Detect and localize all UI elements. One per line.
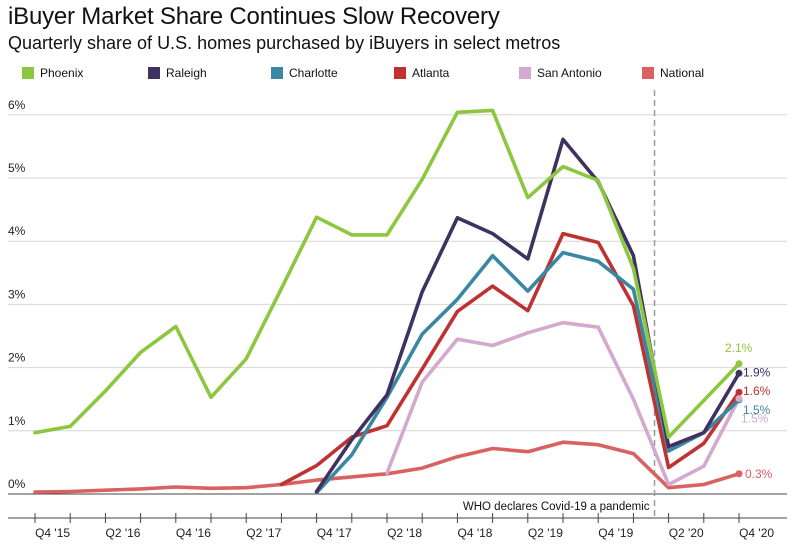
end-point-raleigh [735,369,743,377]
end-label-atlanta: 1.6% [743,384,771,398]
chart-subtitle: Quarterly share of U.S. homes purchased … [8,33,561,53]
series-line-national [33,440,741,494]
legend-item-san-antonio: San Antonio [519,66,602,80]
legend-item-charlotte: Charlotte [271,66,338,80]
series-line-raleigh [314,137,741,494]
legend-swatch-phoenix [22,67,34,79]
y-tick-label: 6% [8,98,26,112]
x-tick-label: Q2 '18 [387,526,422,540]
annotation-text: WHO declares Covid-19 a pandemic [463,501,650,513]
legend-item-national: National [642,66,704,80]
pandemic-annotation: WHO declares Covid-19 a pandemic [442,90,656,518]
legend-swatch-national [642,67,654,79]
x-tick-label: Q2 '19 [528,526,563,540]
series-line-san-antonio [385,320,741,487]
series-lines [33,108,741,495]
end-point-phoenix [735,360,743,368]
annotation-background [442,497,653,513]
y-tick-label: 4% [8,224,26,238]
legend-label-raleigh: Raleigh [166,66,207,80]
x-tick-label: Q4 '18 [458,526,493,540]
y-tick-label: 0% [8,477,26,491]
legend-label-national: National [660,66,705,80]
series-line-charlotte [314,250,741,495]
legend-item-atlanta: Atlanta [394,66,449,80]
legend-swatch-san-antonio [519,67,531,79]
x-axis: Q4 '15 Q2 '16 Q4 '16 Q2 '17 Q4 '17 Q2 '18 Q4 '… [8,513,787,540]
y-tick-label: 5% [8,161,26,175]
end-point-san-antonio [735,395,743,403]
end-label-national: 0.3% [745,467,773,481]
y-tick-label: 3% [8,287,26,301]
end-labels: 2.1% 1.9% 1.6% 1.5%1.5% 0.3% [725,341,773,481]
x-tick-label: Q2 '16 [106,526,141,540]
end-label-san-antonio: 1.5% [741,412,769,426]
end-label-raleigh: 1.9% [743,365,771,379]
x-tick-label: Q2 '20 [669,526,704,540]
series-line-phoenix [33,108,741,439]
legend-label-charlotte: Charlotte [289,66,338,80]
legend-swatch-raleigh [148,67,160,79]
y-tick-label: 2% [8,351,26,365]
x-tick-label: Q2 '17 [246,526,281,540]
x-tick-label: Q4 '16 [176,526,211,540]
legend-swatch-charlotte [271,67,283,79]
x-tick-label: Q4 '15 [35,526,70,540]
x-tick-label: Q4 '20 [739,526,774,540]
end-label-charlotte: 1.5% [743,403,771,417]
y-tick-label: 1% [8,414,26,428]
legend-label-phoenix: Phoenix [40,66,84,80]
y-axis-ticks: 0% 1% 2% 3% 4% 5% 6% [8,98,26,491]
legend-item-phoenix: Phoenix [22,66,83,80]
legend-label-atlanta: Atlanta [412,66,450,80]
chart-title: iBuyer Market Share Continues Slow Recov… [8,3,500,30]
x-tick-label: Q4 '17 [317,526,352,540]
legend-swatch-atlanta [394,67,406,79]
x-tick-label: Q4 '19 [598,526,633,540]
end-point-national [735,470,743,478]
series-line-atlanta [279,231,741,487]
end-label-phoenix: 2.1% [725,341,753,355]
end-point-atlanta [735,388,743,396]
legend-label-san-antonio: San Antonio [537,66,602,80]
legend-item-raleigh: Raleigh [148,66,207,80]
